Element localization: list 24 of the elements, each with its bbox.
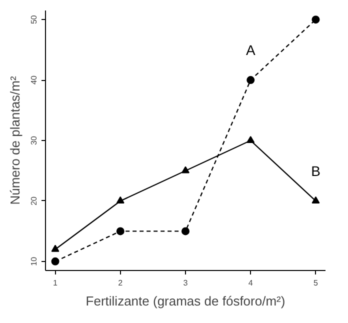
- x-tick-label: 5: [314, 278, 319, 288]
- y-tick-label: 20: [30, 196, 38, 206]
- y-tick-label: 40: [30, 75, 38, 84]
- x-tick-label: 2: [118, 278, 124, 288]
- x-tick-label: 1: [53, 278, 58, 288]
- x-tick-label: 3: [183, 278, 188, 288]
- point: [51, 257, 60, 266]
- y-tick-label: 10: [30, 256, 38, 266]
- y-axis-title: Número de plantas/m²: [8, 76, 22, 205]
- x-tick-label: 4: [248, 278, 254, 288]
- point: [246, 76, 255, 84]
- y-tick-label: 30: [30, 136, 38, 145]
- x-axis-title: Fertilizante (gramas de fósforo/m²): [86, 294, 286, 308]
- point: [116, 196, 124, 204]
- point: [312, 16, 320, 24]
- point: [116, 227, 124, 236]
- point: [312, 196, 320, 204]
- point: [51, 244, 60, 252]
- point: [182, 166, 190, 174]
- series-label: B: [311, 162, 320, 179]
- point: [246, 136, 255, 144]
- y-tick-label: 50: [30, 14, 38, 24]
- series-label: A: [246, 42, 256, 58]
- point: [182, 227, 190, 236]
